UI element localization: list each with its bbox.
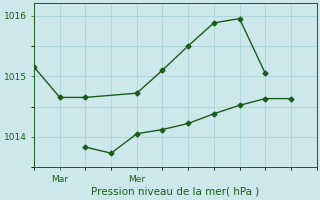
X-axis label: Pression niveau de la mer( hPa ): Pression niveau de la mer( hPa ): [91, 187, 260, 197]
